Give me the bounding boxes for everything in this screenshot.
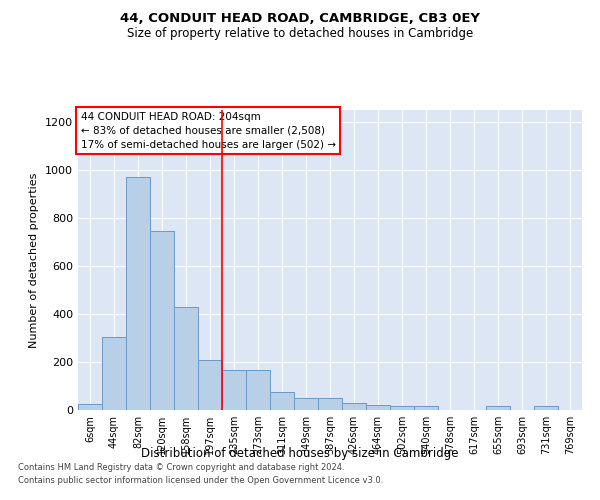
Bar	[102, 337, 126, 410]
Bar	[246, 370, 270, 410]
Bar	[390, 406, 414, 410]
Y-axis label: Number of detached properties: Number of detached properties	[29, 172, 40, 348]
Bar	[126, 177, 150, 410]
Text: Size of property relative to detached houses in Cambridge: Size of property relative to detached ho…	[127, 28, 473, 40]
Text: Contains HM Land Registry data © Crown copyright and database right 2024.: Contains HM Land Registry data © Crown c…	[18, 464, 344, 472]
Bar	[198, 360, 222, 410]
Text: Contains public sector information licensed under the Open Government Licence v3: Contains public sector information licen…	[18, 476, 383, 485]
Text: Distribution of detached houses by size in Cambridge: Distribution of detached houses by size …	[141, 448, 459, 460]
Bar	[486, 406, 510, 410]
Bar	[174, 307, 198, 410]
Bar	[366, 405, 390, 410]
Bar	[318, 398, 342, 410]
Bar	[150, 231, 174, 410]
Text: 44 CONDUIT HEAD ROAD: 204sqm
← 83% of detached houses are smaller (2,508)
17% of: 44 CONDUIT HEAD ROAD: 204sqm ← 83% of de…	[80, 112, 335, 150]
Bar	[78, 404, 102, 410]
Bar	[342, 403, 366, 410]
Bar	[222, 370, 246, 410]
Bar	[414, 406, 438, 410]
Bar	[294, 398, 318, 410]
Bar	[270, 392, 294, 410]
Text: 44, CONDUIT HEAD ROAD, CAMBRIDGE, CB3 0EY: 44, CONDUIT HEAD ROAD, CAMBRIDGE, CB3 0E…	[120, 12, 480, 26]
Bar	[534, 406, 558, 410]
